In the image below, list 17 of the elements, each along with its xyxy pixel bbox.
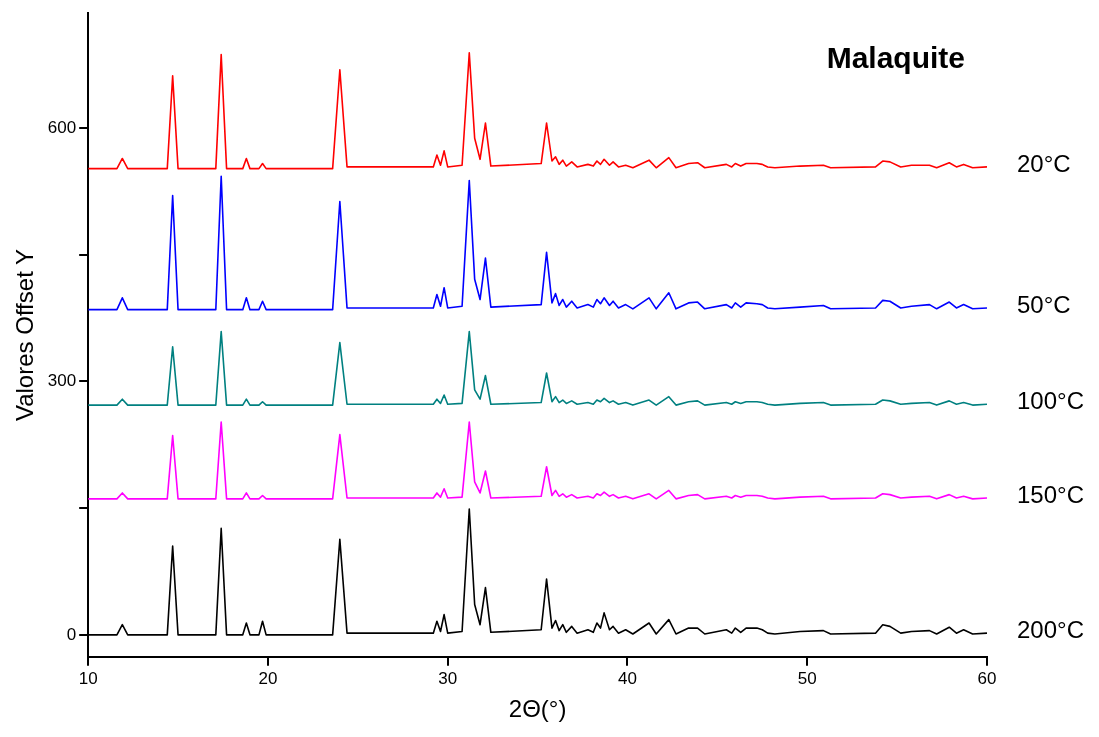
series-label: 150°C bbox=[1017, 480, 1084, 508]
x-tick-label: 20 bbox=[258, 668, 278, 688]
x-tick-label: 40 bbox=[618, 668, 637, 688]
x-tick-label: 10 bbox=[78, 668, 98, 688]
series-label: 200°C bbox=[1017, 615, 1084, 643]
series-label: 20°C bbox=[1017, 149, 1071, 177]
text: Malaquite bbox=[826, 41, 965, 75]
y-axis-title: Valores Offset Y bbox=[11, 248, 39, 422]
x-tick-label: 30 bbox=[438, 668, 458, 688]
x-tick-label: 60 bbox=[977, 668, 997, 688]
y-tick-label: 300 bbox=[47, 371, 77, 391]
x-axis-title: 2Θ(°) bbox=[508, 695, 567, 723]
y-tick-label: 0 bbox=[66, 624, 77, 644]
series-label: 50°C bbox=[1017, 290, 1071, 318]
y-tick-label: 600 bbox=[47, 117, 77, 137]
x-tick-label: 50 bbox=[797, 668, 817, 688]
series-label: 100°C bbox=[1017, 386, 1084, 414]
